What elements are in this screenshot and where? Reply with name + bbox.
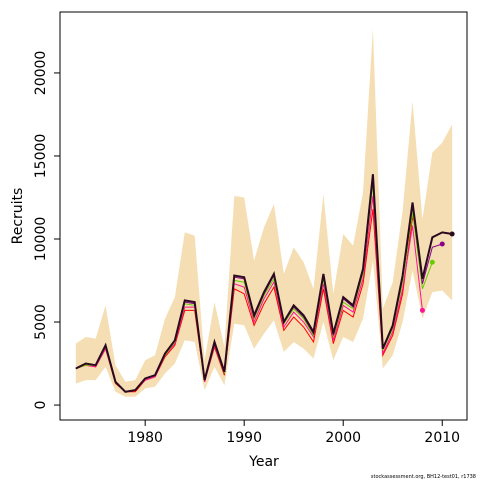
y-tick-label: 15000	[33, 134, 49, 179]
x-tick-label: 2010	[424, 430, 460, 446]
x-tick-label: 2000	[325, 430, 361, 446]
y-axis-label: Recruits	[10, 188, 26, 245]
series-line	[75, 209, 414, 393]
x-tick-label: 1990	[226, 430, 262, 446]
end-point	[439, 241, 445, 247]
plot-frame	[59, 11, 468, 421]
end-point	[429, 259, 435, 265]
series-line	[75, 174, 453, 393]
end-point	[449, 231, 455, 237]
y-tick-label: 20000	[33, 51, 49, 96]
y-tick-label: 5000	[33, 304, 49, 340]
x-axis-label: Year	[248, 454, 279, 470]
x-tick-label: 1980	[127, 430, 163, 446]
confidence-band	[75, 28, 453, 397]
footnote: stockassessment.org, BH12-test01, r1738	[371, 474, 476, 480]
y-tick-label: 0	[33, 401, 49, 410]
y-tick-label: 10000	[33, 217, 49, 262]
end-point	[419, 307, 425, 313]
